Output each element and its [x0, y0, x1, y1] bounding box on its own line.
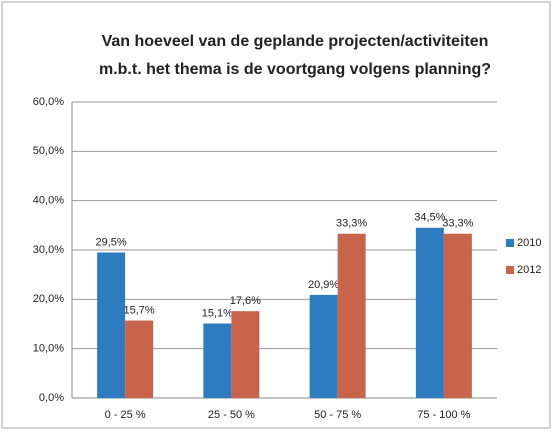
data-label: 33,3%	[336, 218, 367, 230]
bar	[231, 311, 260, 398]
y-tick-label: 0,0%	[39, 392, 64, 404]
legend-label: 2010	[517, 237, 541, 249]
x-tick-label: 50 - 75 %	[314, 409, 361, 421]
chart-title: m.b.t. het thema is de voortgang volgens…	[99, 61, 491, 78]
y-tick-label: 20,0%	[33, 293, 64, 305]
data-label: 20,9%	[308, 279, 339, 291]
y-tick-label: 40,0%	[33, 195, 64, 207]
y-tick-label: 60,0%	[33, 96, 64, 108]
y-tick-label: 50,0%	[33, 145, 64, 157]
legend-swatch	[506, 266, 514, 274]
bar	[309, 294, 338, 398]
bar	[97, 252, 126, 398]
data-label: 33,3%	[442, 218, 473, 230]
y-tick-label: 30,0%	[33, 244, 64, 256]
bar	[443, 233, 472, 398]
bar	[337, 233, 366, 398]
x-tick-label: 25 - 50 %	[208, 409, 255, 421]
data-label: 17,6%	[230, 295, 261, 307]
data-label: 34,5%	[414, 212, 445, 224]
bar	[203, 323, 232, 398]
data-label: 15,7%	[124, 304, 155, 316]
bar	[415, 227, 444, 398]
data-label: 29,5%	[96, 236, 127, 248]
chart-title: Van hoeveel van de geplande projecten/ac…	[102, 33, 489, 50]
y-tick-label: 10,0%	[33, 343, 64, 355]
bar	[125, 320, 154, 398]
x-tick-label: 0 - 25 %	[105, 409, 146, 421]
data-label: 15,1%	[202, 307, 233, 319]
legend-swatch	[506, 239, 514, 247]
legend-label: 2012	[517, 264, 541, 276]
x-tick-label: 75 - 100 %	[417, 409, 470, 421]
